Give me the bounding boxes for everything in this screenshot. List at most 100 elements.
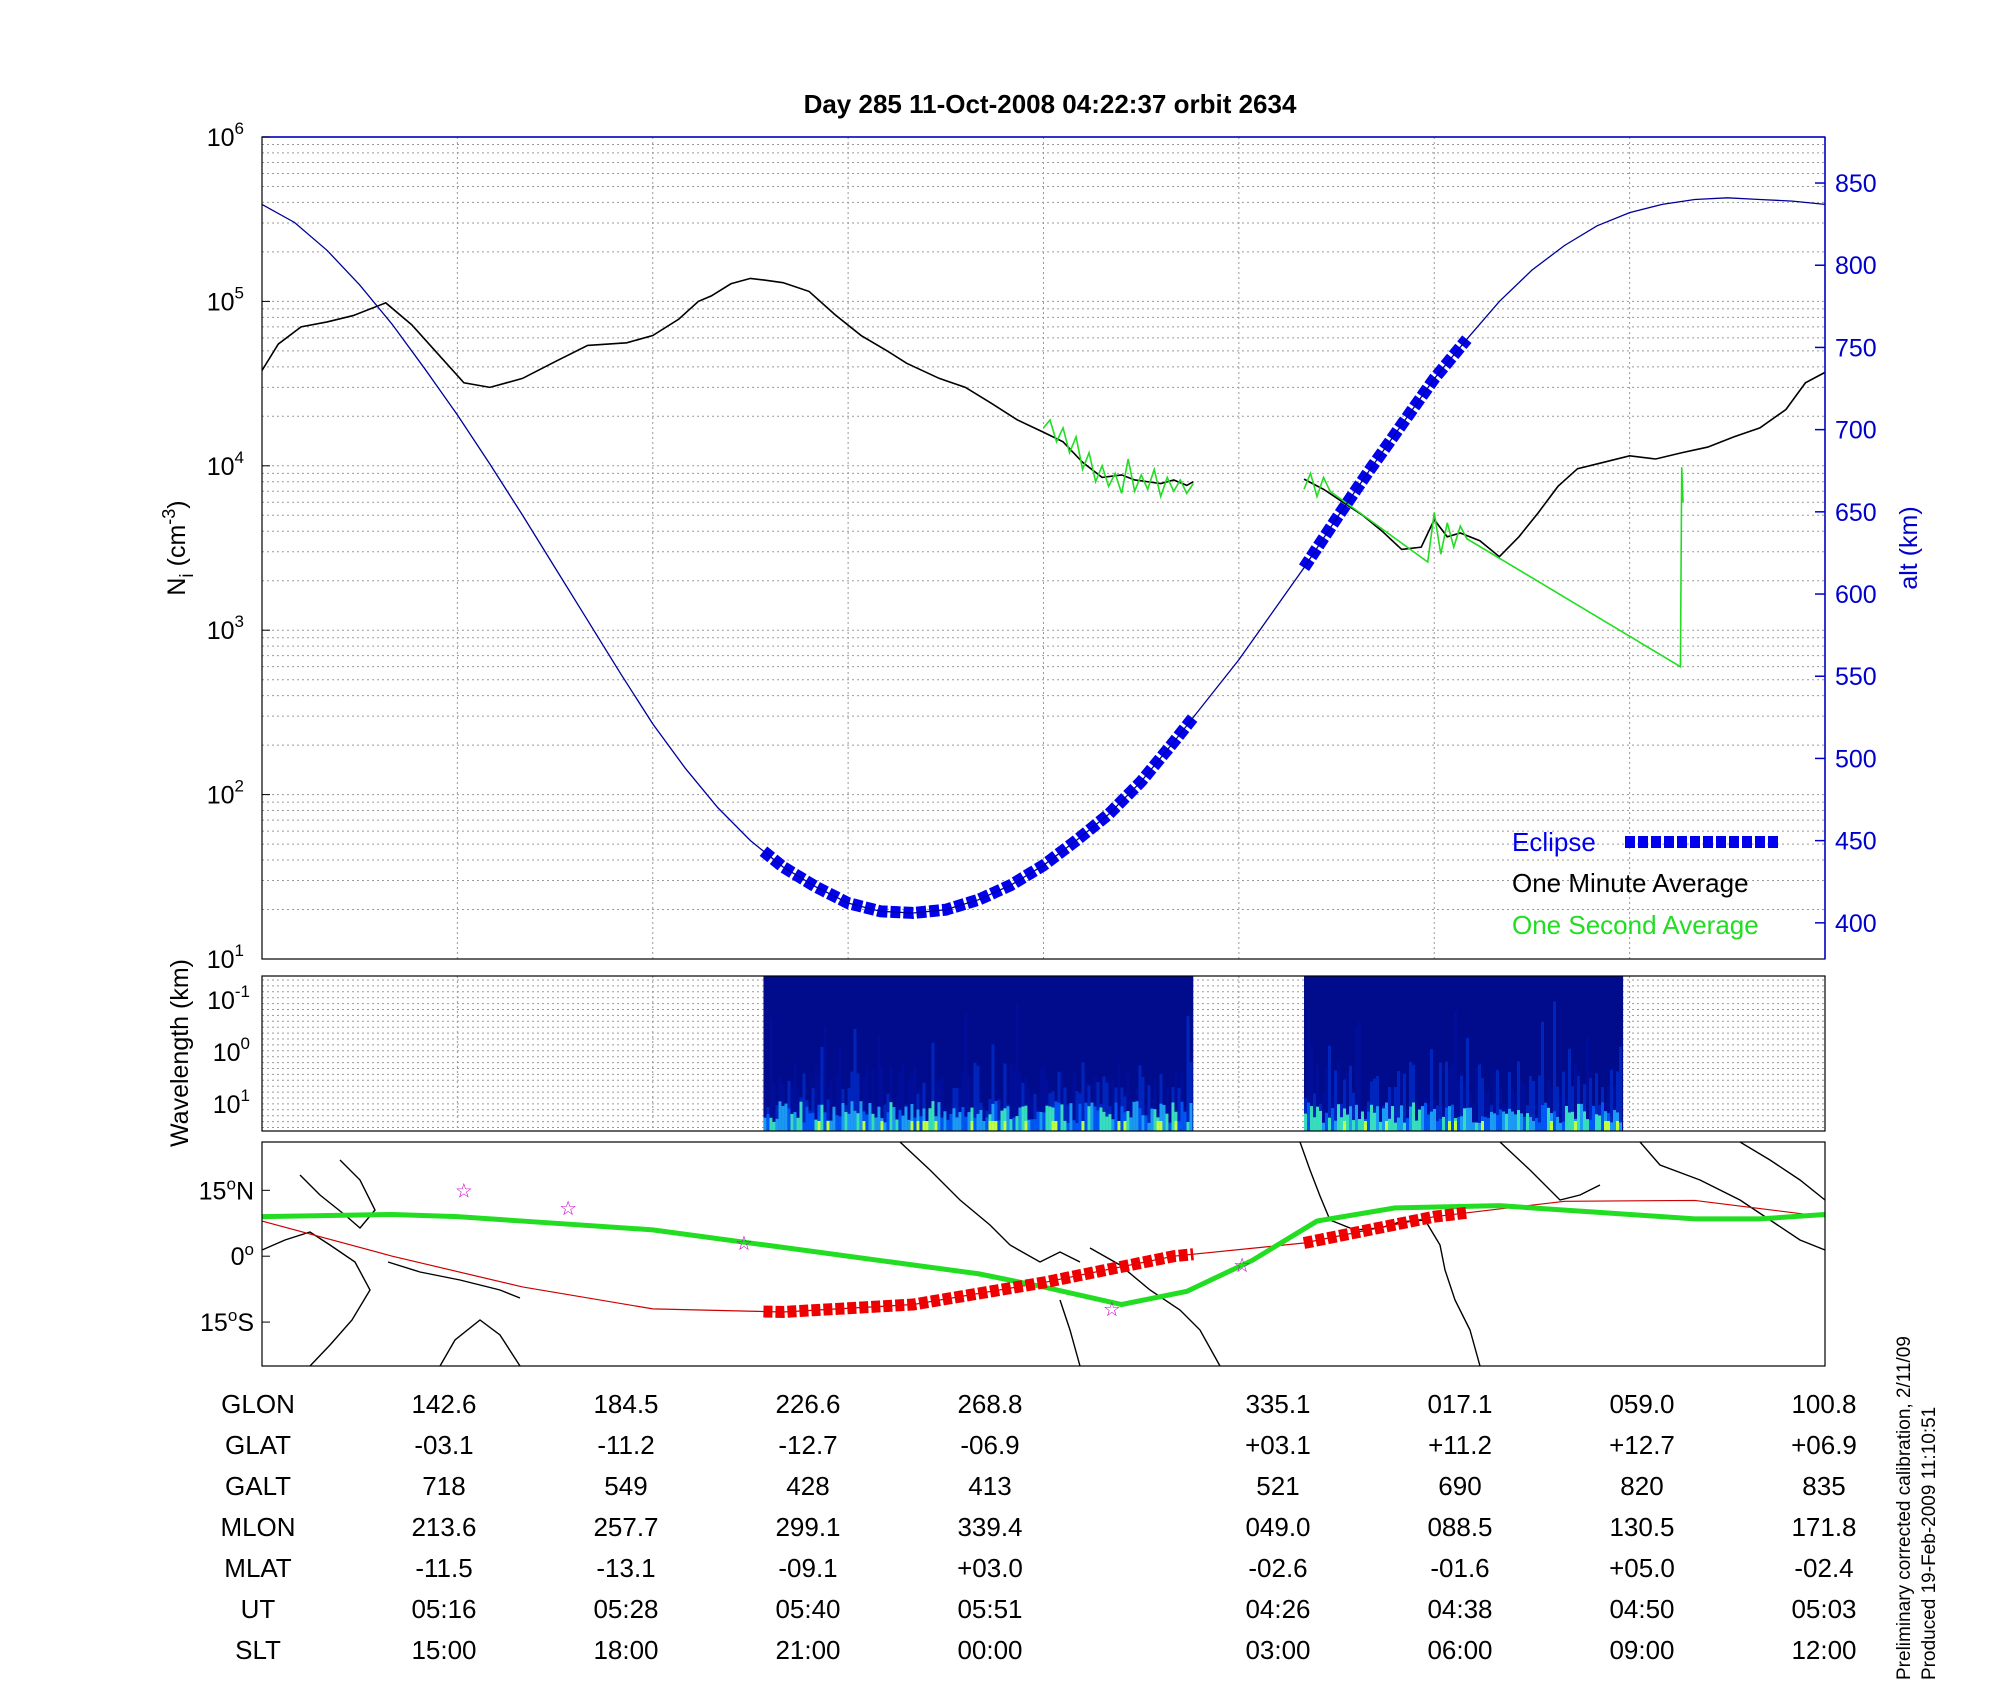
spectrogram-column xyxy=(775,1104,779,1131)
spectrogram-column-high xyxy=(937,1102,941,1131)
spectrogram-column-high xyxy=(1469,1107,1472,1131)
spectrogram-column-peak xyxy=(1174,1121,1178,1131)
spectrogram-column-peak xyxy=(1604,1121,1607,1131)
spectrogram-column-high xyxy=(1403,1122,1406,1131)
spectrogram-column-high xyxy=(1057,1102,1061,1131)
spectrogram-column xyxy=(898,1071,902,1131)
table-cell: 130.5 xyxy=(1609,1512,1674,1542)
spectrogram-column-high xyxy=(1490,1111,1493,1131)
density-y-tick-label: 102 xyxy=(207,777,244,810)
spectrogram-column xyxy=(1334,1070,1337,1131)
spectrogram-column-high xyxy=(1472,1122,1475,1131)
spectrogram-column-high xyxy=(1042,1112,1046,1131)
spectrogram-column-high xyxy=(781,1105,785,1131)
spectrogram-column-high xyxy=(1619,1122,1622,1131)
altitude-y-axis-label: alt (km) xyxy=(1895,506,1923,589)
spectrogram-column-high xyxy=(1610,1122,1613,1131)
spectrogram-column-high xyxy=(853,1110,857,1131)
spectrogram-column-high xyxy=(898,1110,902,1131)
spectrogram-column-high xyxy=(1505,1113,1508,1131)
tick-exponent: 3 xyxy=(235,612,244,631)
spectrogram-column xyxy=(853,1028,857,1131)
spectrogram-column xyxy=(1409,1061,1412,1131)
spectrogram-column-high xyxy=(868,1103,872,1131)
table-cell: 100.8 xyxy=(1791,1389,1856,1419)
spectrogram-column xyxy=(856,1073,860,1131)
spectrogram-column-high xyxy=(1433,1108,1436,1131)
spectrogram-column-high xyxy=(1544,1102,1547,1131)
spectrogram-column xyxy=(946,1106,950,1131)
table-cell: 03:00 xyxy=(1245,1635,1310,1665)
spectrogram-column-peak xyxy=(994,1121,998,1131)
spectrogram-column-high xyxy=(1334,1120,1337,1131)
spectrogram-column-high xyxy=(1412,1102,1415,1131)
spectrogram-column-high xyxy=(1373,1112,1376,1131)
spectrogram-column-high xyxy=(1099,1107,1103,1131)
spectrogram-column xyxy=(967,1074,971,1131)
spectrogram-column xyxy=(934,1082,938,1131)
spectrogram-column-high xyxy=(1021,1106,1025,1131)
spectrogram-column xyxy=(1559,1095,1562,1131)
altitude-y-tick-label: 650 xyxy=(1835,499,1877,527)
spectrogram-column xyxy=(1523,1084,1526,1131)
spectrogram-column xyxy=(1096,1082,1100,1131)
spectrogram-column-high xyxy=(1538,1122,1541,1131)
spectrogram-column-high xyxy=(1024,1105,1028,1131)
spectrogram-column-peak xyxy=(1081,1121,1085,1131)
spectrogram-column-peak xyxy=(1054,1121,1058,1131)
spectrogram-column xyxy=(1616,1071,1619,1131)
spectrogram-column xyxy=(1358,1021,1361,1131)
spectrogram-column-high xyxy=(1069,1103,1073,1131)
spectrogram-column-high xyxy=(895,1119,899,1131)
spectrogram-column-high xyxy=(1162,1104,1166,1131)
spectrogram-column xyxy=(1322,1092,1325,1131)
spectrogram-column xyxy=(1027,1087,1031,1131)
spectrogram-column-high xyxy=(1517,1110,1520,1131)
spectrogram-column-high xyxy=(1529,1116,1532,1131)
spectrogram-column-peak xyxy=(826,1121,830,1131)
table-cell: -13.1 xyxy=(596,1553,655,1583)
spectrogram-column-high xyxy=(997,1120,1001,1131)
spectrogram-column xyxy=(829,1079,833,1131)
spectrogram-column xyxy=(1316,1065,1319,1131)
spectrogram-column xyxy=(1547,1078,1550,1131)
table-cell: 12:00 xyxy=(1791,1635,1856,1665)
spectrogram-column-high xyxy=(1000,1110,1004,1131)
spectrogram-column xyxy=(1337,1061,1340,1131)
spectrogram-column-high xyxy=(1063,1120,1067,1131)
spectrogram-column xyxy=(1541,1021,1544,1131)
spectrogram-column xyxy=(1412,1064,1415,1131)
spectrogram-column-high xyxy=(865,1114,869,1131)
spectrogram-column xyxy=(1165,1088,1169,1131)
spectrogram-column-high xyxy=(1424,1102,1427,1131)
map-frame xyxy=(261,1141,1826,1367)
table-row-label: GALT xyxy=(225,1471,291,1501)
spectrogram-column xyxy=(796,1088,800,1131)
spectrogram-column-high xyxy=(994,1101,998,1131)
spectrogram-column xyxy=(769,1018,773,1131)
table-cell: 06:00 xyxy=(1427,1635,1492,1665)
spectrogram-column-peak xyxy=(1024,1121,1028,1131)
spectrogram-column-high xyxy=(1177,1121,1181,1131)
spectrogram-column-high xyxy=(940,1117,944,1131)
spectrogram-column-high xyxy=(973,1117,977,1131)
spectrogram-column-high xyxy=(1138,1108,1142,1131)
spectrogram-column-high xyxy=(1445,1107,1448,1131)
spectrogram-column-high xyxy=(802,1122,806,1131)
spectrogram-column xyxy=(907,1080,911,1131)
spectrogram-column-high xyxy=(778,1101,782,1131)
spectrogram-column xyxy=(1129,1099,1133,1131)
table-cell: 171.8 xyxy=(1791,1512,1856,1542)
altitude-y-tick-label: 700 xyxy=(1835,417,1877,445)
spectrogram-column-high xyxy=(1430,1111,1433,1131)
spectrogram-column xyxy=(1613,1087,1616,1131)
tick-base: 10 xyxy=(213,1091,241,1119)
spectrogram-column-peak xyxy=(1616,1121,1619,1131)
density-y-label-unit-close: ) xyxy=(163,500,191,508)
spectrogram-column-high xyxy=(1583,1111,1586,1131)
spectrogram-column xyxy=(1487,1090,1490,1131)
coastline xyxy=(1499,1141,1601,1201)
spectrogram-column-peak xyxy=(1454,1121,1457,1131)
spectrogram-column-high xyxy=(1448,1106,1451,1131)
